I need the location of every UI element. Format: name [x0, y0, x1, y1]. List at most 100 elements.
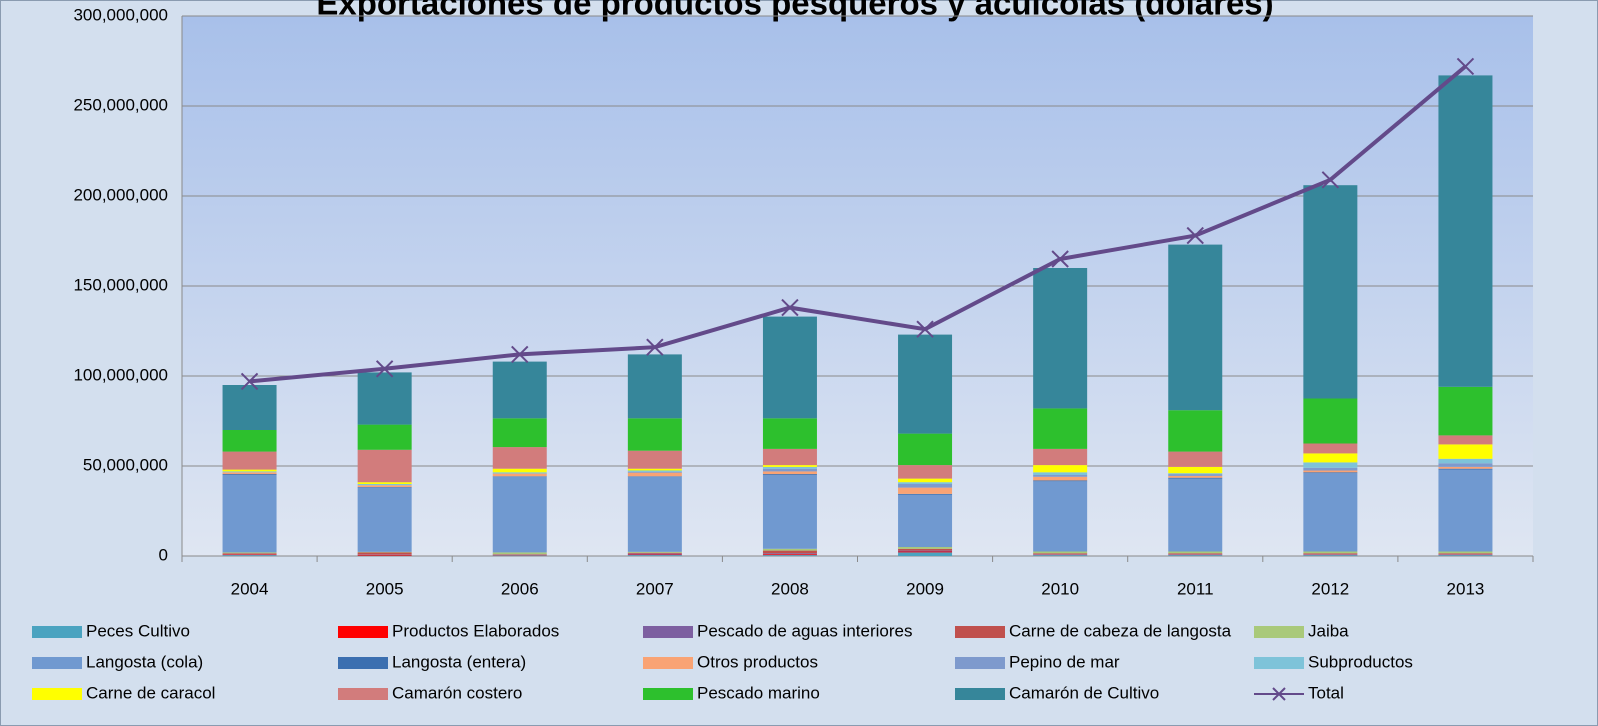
legend-swatch	[1254, 657, 1304, 669]
bar-segment	[1438, 468, 1493, 470]
bar-segment	[1438, 469, 1493, 552]
line-marker	[781, 298, 799, 317]
bar-segment	[1168, 410, 1223, 452]
legend-swatch	[643, 688, 693, 700]
bar-segment	[1168, 451, 1223, 467]
bar-segment	[898, 478, 953, 483]
bar-segment	[898, 334, 953, 434]
bar-segment	[492, 361, 547, 419]
legend-label: Peces Cultivo	[86, 621, 190, 640]
bar-segment	[762, 448, 817, 466]
bar-segment	[1033, 475, 1088, 477]
bar-segment	[222, 385, 277, 430]
line-marker	[1456, 57, 1475, 76]
y-tick-label: 0	[159, 545, 168, 564]
bar-segment	[357, 487, 412, 488]
x-tick-label: 2010	[1041, 579, 1079, 598]
bar-segment	[898, 551, 953, 553]
bar-segment	[898, 493, 953, 495]
x-tick-label: 2006	[501, 579, 539, 598]
y-tick-label: 300,000,000	[73, 5, 168, 24]
bar-segment	[762, 316, 817, 419]
bar-segment	[1438, 458, 1493, 464]
legend-label: Productos Elaborados	[392, 621, 559, 640]
legend-swatch	[32, 688, 82, 700]
legend-label: Camarón de Cultivo	[1009, 683, 1159, 702]
bar-segment	[1168, 473, 1223, 475]
bar-segment	[1033, 408, 1088, 449]
bar-segment	[1438, 466, 1493, 469]
bar-segment	[222, 552, 277, 554]
legend-label: Pepino de mar	[1009, 652, 1120, 671]
bar-segment	[762, 475, 817, 549]
bar-segment	[492, 552, 547, 555]
y-tick-label: 100,000,000	[73, 365, 168, 384]
bar-segment	[492, 476, 547, 477]
bar-segment	[762, 548, 817, 551]
bar-segment	[898, 550, 953, 552]
bar-segment	[1033, 551, 1088, 554]
legend-swatch	[643, 657, 693, 669]
bar-segment	[627, 470, 682, 472]
legend-swatch	[32, 626, 82, 638]
bar-segment	[627, 450, 682, 469]
y-tick-label: 50,000,000	[83, 455, 168, 474]
bar-segment	[1303, 472, 1358, 474]
bar-segment	[1438, 444, 1493, 459]
bar-segment	[1303, 554, 1358, 555]
y-tick-label: 200,000,000	[73, 185, 168, 204]
bar-segment	[492, 418, 547, 448]
bar-segment	[222, 553, 277, 555]
bar-segment	[898, 487, 953, 494]
x-tick-label: 2004	[231, 579, 269, 598]
bar-segment	[492, 554, 547, 555]
legend-label: Pescado de aguas interiores	[697, 621, 912, 640]
legend-label: Subproductos	[1308, 652, 1413, 671]
bar-segment	[627, 354, 682, 419]
line-marker	[375, 360, 394, 378]
x-tick-label: 2005	[366, 579, 404, 598]
bar-segment	[762, 553, 817, 555]
bar-segment	[1033, 554, 1088, 555]
x-tick-label: 2007	[636, 579, 674, 598]
bar-segment	[898, 484, 953, 488]
bar-segment	[627, 552, 682, 554]
bar-segment	[1438, 551, 1493, 554]
bar-segment	[1168, 466, 1223, 474]
bar-segment	[1438, 553, 1493, 555]
bar-segment	[1033, 481, 1088, 552]
bar-segment	[1303, 443, 1358, 454]
bar-segment	[1033, 555, 1088, 556]
bar-segment	[762, 471, 817, 475]
bar-segment	[627, 476, 682, 477]
bar-segment	[1033, 476, 1088, 481]
total-line	[249, 64, 1467, 384]
bar-segment	[898, 482, 953, 484]
bar-segment	[357, 552, 412, 555]
bar-segment	[762, 550, 817, 554]
bar-segment	[1303, 467, 1358, 471]
bar-segment	[1303, 473, 1358, 552]
bar-segment	[762, 468, 817, 472]
bar-segment	[1168, 478, 1223, 552]
line-marker	[1051, 250, 1069, 268]
bar-segment	[1033, 448, 1088, 466]
legend-label: Total	[1308, 683, 1344, 702]
bar-segment	[1168, 551, 1223, 554]
bar-segment	[898, 552, 953, 556]
bar-segment	[627, 471, 682, 473]
bar-segment	[627, 468, 682, 471]
y-tick-label: 250,000,000	[73, 95, 168, 114]
line-marker	[1186, 226, 1204, 245]
legend-label: Camarón costero	[392, 683, 522, 702]
bar-segment	[357, 485, 412, 488]
bar-segment	[357, 372, 412, 425]
bar-segment	[762, 465, 817, 467]
bar-segment	[222, 474, 277, 475]
legend-label: Carne de cabeza de langosta	[1009, 621, 1232, 640]
legend-label: Jaiba	[1308, 621, 1349, 640]
bar-segment	[492, 476, 547, 553]
bar-segment	[1168, 244, 1223, 411]
bar-segment	[492, 472, 547, 474]
bar-segment	[222, 555, 277, 556]
